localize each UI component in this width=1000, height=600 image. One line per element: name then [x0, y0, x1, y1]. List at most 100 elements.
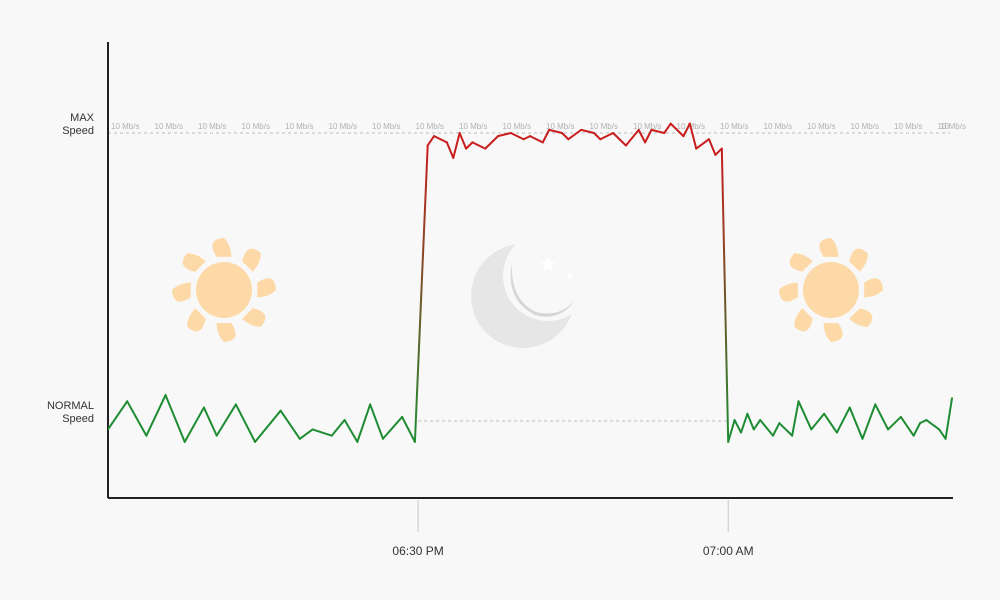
normal-speed-segment: [356, 403, 372, 443]
rate-label: 10 Mb/s: [938, 122, 966, 131]
rate-label: 10 Mb/s: [633, 122, 661, 131]
normal-speed-segment: [861, 403, 877, 440]
rate-label: 10 Mb/s: [764, 122, 792, 131]
normal-speed-segment: [145, 394, 167, 437]
max-speed-segment: [445, 141, 455, 159]
max-speed-segment: [509, 132, 525, 141]
moon-icon: [471, 231, 593, 348]
max-speed-segment: [663, 122, 672, 134]
normal-speed-segment: [164, 394, 186, 443]
max-speed-segment: [548, 128, 563, 134]
max-speed-segment: [465, 141, 474, 150]
normal-speed-segment: [899, 415, 915, 437]
rate-label: 10 Mb/s: [546, 122, 574, 131]
max-speed-segment: [484, 141, 493, 150]
max-speed-segment: [714, 147, 723, 156]
max-speed-segment: [497, 132, 512, 138]
rate-label: 10 Mb/s: [807, 122, 835, 131]
transition-segment: [720, 147, 730, 443]
rate-label: 10 Mb/s: [459, 122, 487, 131]
max-speed-segment: [592, 132, 602, 141]
max-speed-segment: [522, 135, 531, 141]
rate-label: 10 Mb/s: [285, 122, 313, 131]
rate-label: 10 Mb/s: [372, 122, 400, 131]
normal-speed-segment: [823, 412, 838, 434]
normal-speed-segment: [330, 419, 346, 437]
x-tick-label: 07:00 AM: [703, 544, 754, 558]
max-speed-segment: [567, 128, 583, 141]
normal-speed-segment: [810, 412, 826, 431]
normal-speed-segment: [746, 412, 755, 431]
normal-speed-segment: [740, 412, 749, 434]
normal-speed-segment: [401, 415, 416, 443]
normal-speed-segment: [381, 415, 404, 440]
max-speed-segment: [529, 135, 544, 144]
sun-icon: [779, 238, 883, 342]
normal-speed-segment: [797, 400, 813, 431]
normal-speed-segment: [919, 419, 928, 425]
max-speed-segment: [669, 122, 685, 138]
speed-series: [108, 122, 953, 443]
normal-speed-segment: [874, 403, 890, 431]
normal-speed-segment: [752, 419, 762, 431]
star-icon: [566, 272, 574, 280]
normal-speed-segment: [343, 419, 359, 443]
rate-label: 10 Mb/s: [894, 122, 922, 131]
max-speed-segment: [471, 141, 487, 150]
normal-speed-segment: [183, 406, 205, 443]
normal-speed-segment: [791, 400, 800, 437]
max-speed-segment: [433, 135, 442, 141]
speed-guides: [108, 132, 950, 422]
background-icons: [172, 231, 883, 348]
max-speed-segment: [541, 128, 551, 144]
rate-label: 10 Mb/s: [242, 122, 270, 131]
max-speed-segment: [624, 128, 640, 147]
rate-labels: 10 Mb/s 10 Mb/s 10 Mb/s 10 Mb/s 10 Mb/s 10 Mb…: [111, 122, 966, 131]
normal-speed-segment: [771, 422, 781, 437]
max-speed-segment: [490, 135, 500, 144]
max-speed-segment: [426, 135, 436, 147]
max-speed-segment: [618, 138, 627, 147]
normal-speed-segment: [108, 400, 129, 431]
normal-speed-segment: [835, 406, 851, 434]
max-speed-segment: [682, 122, 691, 138]
rate-label: 10 Mb/s: [416, 122, 444, 131]
normal-speed-segment: [887, 415, 902, 431]
x-tick-label: 06:30 PM: [392, 544, 443, 558]
normal-speed-segment: [202, 406, 218, 437]
rate-label: 10 Mb/s: [590, 122, 618, 131]
max-speed-segment: [580, 128, 595, 134]
normal-speed-segment: [778, 422, 794, 437]
normal-speed-segment: [733, 419, 742, 434]
normal-speed-segment: [311, 428, 333, 437]
max-speed-segment: [452, 132, 461, 159]
max-speed-segment: [599, 132, 615, 141]
rate-label: 10 Mb/s: [851, 122, 879, 131]
max-speed-segment: [612, 132, 621, 141]
max-speed-segment: [458, 132, 468, 150]
normal-speed-segment: [279, 409, 301, 440]
rate-label: 10 Mb/s: [155, 122, 183, 131]
y-label-normal: NORMAL Speed: [47, 400, 94, 425]
max-speed-segment: [560, 132, 570, 141]
normal-speed-segment: [925, 419, 941, 431]
max-speed-segment: [650, 128, 666, 134]
max-speed-segment: [695, 138, 711, 150]
rate-label: 10 Mb/s: [503, 122, 531, 131]
max-speed-segment: [708, 138, 717, 156]
star-icon: [540, 257, 556, 272]
axes: [107, 42, 953, 499]
normal-speed-segment: [727, 419, 736, 443]
normal-speed-segment: [298, 428, 314, 440]
normal-speed-segment: [215, 403, 237, 437]
max-speed-segment: [688, 122, 698, 150]
rate-label: 10 Mb/s: [198, 122, 226, 131]
rate-label: 10 Mb/s: [720, 122, 748, 131]
y-axis-labels: MAX Speed NORMAL Speed: [47, 112, 95, 425]
max-speed-segment: [439, 138, 448, 144]
normal-speed-segment: [944, 397, 953, 440]
max-speed-segment: [644, 128, 653, 144]
transition-segment: [413, 144, 429, 443]
y-label-max: MAX Speed: [62, 112, 94, 137]
